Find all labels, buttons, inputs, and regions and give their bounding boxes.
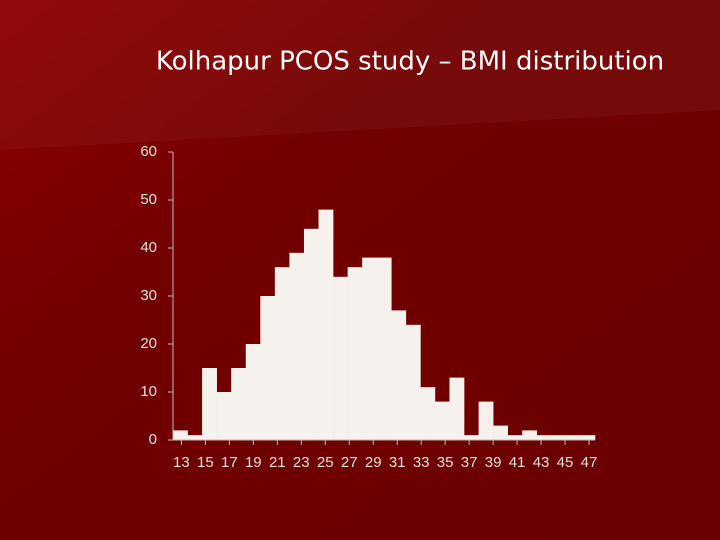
x-tick-label: 41 bbox=[509, 454, 526, 471]
bar bbox=[333, 276, 348, 440]
x-tick-label: 29 bbox=[365, 454, 382, 471]
x-tick-label: 13 bbox=[173, 454, 190, 471]
y-tick-label: 50 bbox=[140, 191, 157, 208]
y-tick-label: 30 bbox=[140, 287, 157, 304]
bar bbox=[420, 387, 436, 440]
bar bbox=[551, 435, 567, 440]
bar bbox=[260, 296, 276, 440]
x-tick-label: 21 bbox=[269, 454, 286, 471]
bar bbox=[536, 435, 552, 440]
x-tick-label: 31 bbox=[389, 454, 406, 471]
x-tick-label: 27 bbox=[341, 454, 358, 471]
bar bbox=[318, 209, 334, 440]
x-tick-label: 33 bbox=[413, 454, 430, 471]
bar bbox=[274, 267, 290, 440]
bar bbox=[231, 368, 247, 440]
bar bbox=[434, 401, 450, 440]
bar bbox=[391, 310, 407, 440]
x-tick-label: 37 bbox=[461, 454, 478, 471]
x-tick-label: 47 bbox=[581, 454, 598, 471]
bar bbox=[303, 228, 319, 440]
x-tick-label: 45 bbox=[557, 454, 574, 471]
bar bbox=[449, 377, 465, 440]
y-tick-label: 40 bbox=[140, 239, 157, 256]
x-tick-label: 17 bbox=[221, 454, 238, 471]
bar bbox=[507, 435, 523, 440]
bar bbox=[565, 435, 581, 440]
x-tick-label: 25 bbox=[317, 454, 334, 471]
y-tick-label: 10 bbox=[140, 383, 157, 400]
x-tick-label: 43 bbox=[533, 454, 550, 471]
x-tick-label: 23 bbox=[293, 454, 310, 471]
x-tick-label: 35 bbox=[437, 454, 454, 471]
x-tick-label: 15 bbox=[197, 454, 214, 471]
bar bbox=[522, 430, 538, 440]
y-tick-label: 0 bbox=[149, 431, 157, 448]
bar bbox=[580, 435, 596, 440]
bar bbox=[376, 257, 392, 440]
bar bbox=[216, 392, 232, 440]
x-tick-label: 39 bbox=[485, 454, 502, 471]
background-band bbox=[0, 0, 720, 150]
bar bbox=[362, 257, 378, 440]
bar bbox=[202, 368, 217, 440]
bar bbox=[187, 435, 203, 440]
bar bbox=[493, 425, 508, 440]
bar bbox=[173, 430, 188, 440]
bar bbox=[478, 401, 494, 440]
chart-title: Kolhapur PCOS study – BMI distribution bbox=[156, 47, 664, 77]
bar bbox=[347, 267, 363, 440]
y-tick-label: 20 bbox=[140, 335, 157, 352]
bar bbox=[405, 324, 421, 440]
bar bbox=[464, 435, 479, 440]
bar bbox=[245, 344, 261, 440]
bar bbox=[289, 252, 305, 440]
x-tick-label: 19 bbox=[245, 454, 262, 471]
y-tick-label: 60 bbox=[140, 143, 157, 160]
